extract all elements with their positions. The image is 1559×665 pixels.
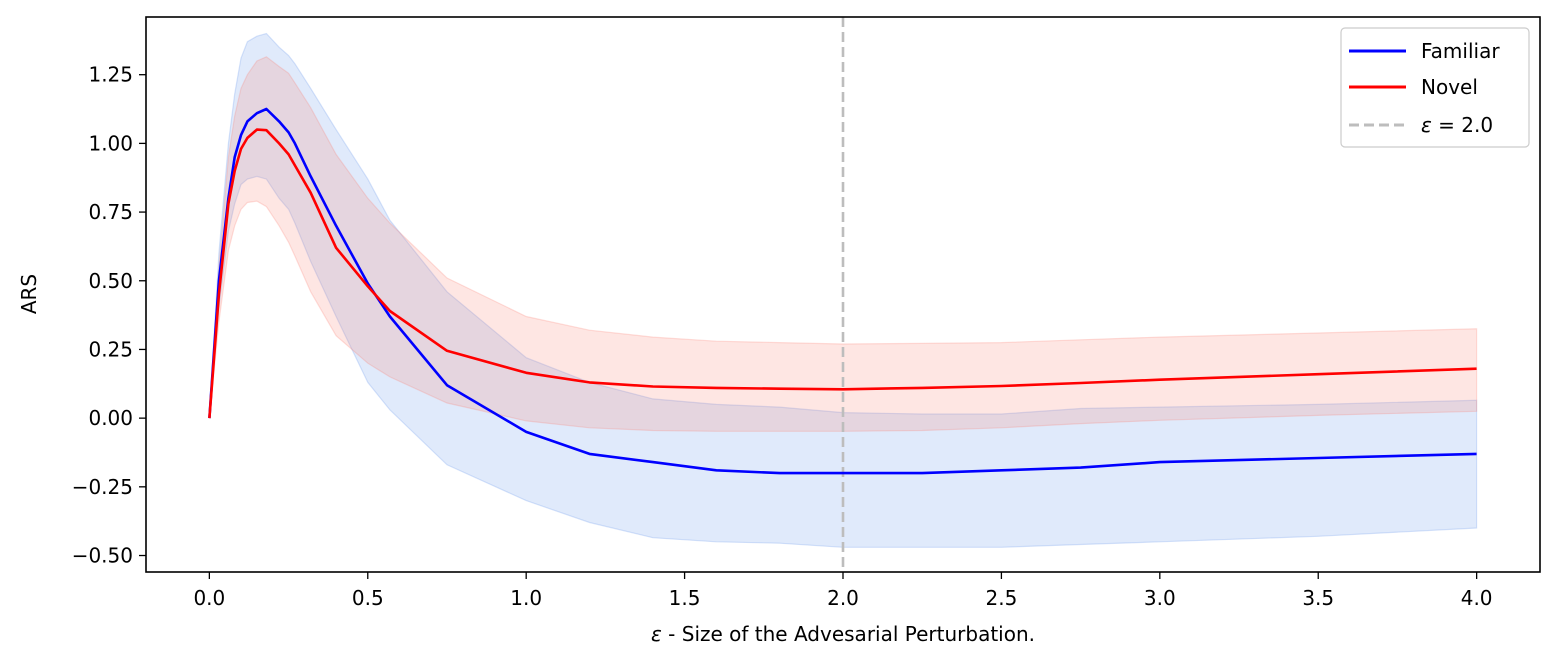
x-tick-label: 3.5 [1302, 586, 1334, 610]
y-tick-label: 0.25 [88, 337, 133, 361]
y-axis-label: ARS [17, 274, 41, 314]
y-tick-label: −0.50 [72, 544, 133, 568]
confidence-bands [208, 32, 1478, 548]
x-tick-label: 4.0 [1461, 586, 1493, 610]
x-axis-label: ε - Size of the Advesarial Perturbation. [651, 622, 1035, 646]
y-tick-label: 0.50 [88, 269, 133, 293]
y-tick-label: 1.00 [88, 131, 133, 155]
band-familiar [208, 32, 1478, 548]
band-novel [208, 56, 1478, 432]
y-tick-label: 0.75 [88, 200, 133, 224]
legend-box [1340, 27, 1530, 148]
x-tick-label: 2.0 [827, 586, 859, 610]
legend-label-familiar: Familiar [1421, 39, 1500, 63]
x-tick-label: 0.5 [352, 586, 384, 610]
y-tick-label: 0.00 [88, 406, 133, 430]
x-tick-label: 1.0 [510, 586, 542, 610]
series-lines [208, 107, 1477, 475]
legend-label-novel: Novel [1421, 75, 1478, 99]
legend-label-vline: ε = 2.0 [1421, 113, 1493, 137]
x-tick-label: 3.0 [1144, 586, 1176, 610]
x-tick-label: 0.0 [193, 586, 225, 610]
x-axis-ticks: 0.0 0.5 1.0 1.5 2.0 2.5 3.0 3.5 4.0 [193, 572, 1493, 610]
x-tick-label: 1.5 [669, 586, 701, 610]
series-line-novel [208, 128, 1477, 419]
y-tick-label: −0.25 [72, 475, 133, 499]
y-axis-ticks: −0.50 −0.25 0.00 0.25 0.50 0.75 1.00 1.25 [72, 63, 146, 568]
y-tick-label: 1.25 [88, 63, 133, 87]
legend: Familiar Novel ε = 2.0 [1340, 27, 1530, 148]
x-tick-label: 2.5 [986, 586, 1018, 610]
